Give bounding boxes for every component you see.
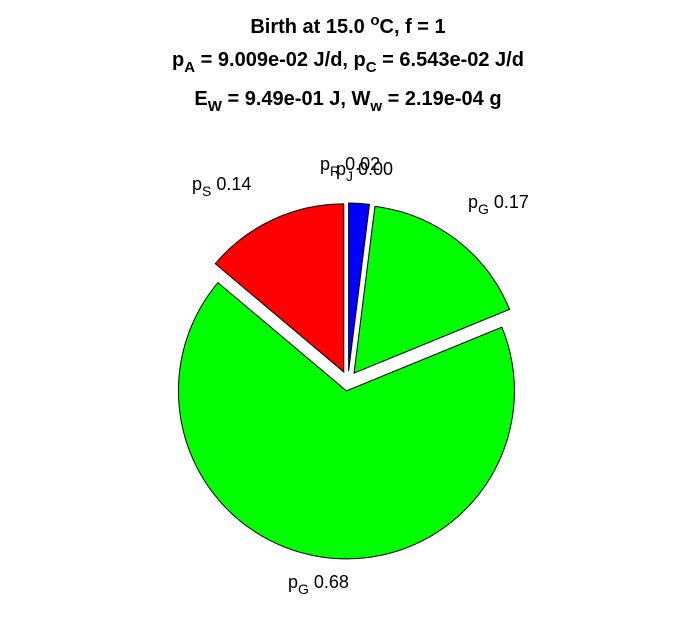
- title-line-2: pA = 9.009e-02 J/d, pC = 6.543e-02 J/d: [172, 49, 524, 76]
- slice-label-pG-main: pG 0.68: [288, 572, 349, 597]
- pie-slice-pG-main: [177, 281, 515, 560]
- title-line-3: EW = 9.49e-01 J, Ww = 2.19e-04 g: [194, 88, 501, 115]
- slice-label-pR: pR 0.02: [320, 154, 380, 179]
- slice-label-pJ: pJ 0.00: [336, 159, 393, 184]
- pie-slice-pR: [348, 202, 371, 372]
- slice-labels: pR 0.02 pG 0.17 pG 0.68 pS 0.14 pJ 0.00: [192, 154, 529, 597]
- pie-slices: [177, 202, 515, 560]
- slice-label-pG-growth: pG 0.17: [468, 192, 529, 217]
- title-line-1: Birth at 15.0 oC, f = 1: [250, 12, 445, 38]
- slice-label-pS: pS 0.14: [192, 174, 251, 199]
- chart-title: Birth at 15.0 oC, f = 1 pA = 9.009e-02 J/…: [172, 12, 524, 115]
- pie-slice-pG-growth: [353, 205, 511, 374]
- pie-slice-pS: [214, 203, 345, 374]
